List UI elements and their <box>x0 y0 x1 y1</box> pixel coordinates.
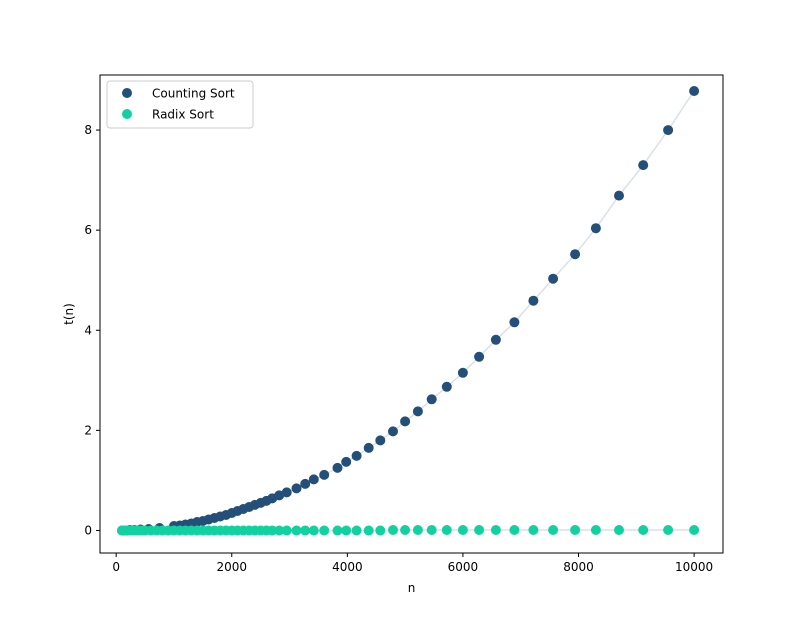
data-point <box>281 487 292 498</box>
series-layer <box>117 86 700 536</box>
data-point <box>412 406 423 417</box>
data-point <box>590 525 601 535</box>
legend-marker-counting-sort <box>122 88 132 98</box>
data-point <box>300 525 311 536</box>
data-point <box>548 525 559 535</box>
data-point <box>274 525 285 536</box>
data-point <box>663 125 674 136</box>
y-tick-label: 0 <box>84 523 92 537</box>
data-point <box>400 525 411 535</box>
y-axis-label: t(n) <box>62 303 76 325</box>
data-point <box>509 525 520 535</box>
x-axis-label: n <box>408 581 416 595</box>
data-point <box>426 394 437 405</box>
data-point <box>412 525 423 535</box>
data-point <box>570 525 581 535</box>
data-point <box>341 456 352 467</box>
data-point <box>663 525 674 535</box>
x-tick-label: 6000 <box>448 560 479 574</box>
data-point <box>474 351 485 362</box>
legend: Counting Sort Radix Sort <box>106 80 254 129</box>
data-point <box>388 525 398 535</box>
data-point <box>490 334 501 345</box>
data-point <box>528 525 539 535</box>
data-point <box>351 525 362 536</box>
data-point <box>267 525 278 536</box>
data-point <box>388 426 398 437</box>
legend-label-radix-sort: Radix Sort <box>152 108 214 122</box>
data-point <box>281 525 292 536</box>
data-point <box>614 190 624 201</box>
data-point <box>509 317 520 328</box>
data-point <box>319 525 330 536</box>
data-point <box>614 525 624 535</box>
data-point <box>441 525 452 535</box>
data-point <box>457 525 468 535</box>
data-point <box>291 525 302 536</box>
data-point <box>490 525 501 535</box>
data-point <box>332 525 343 536</box>
legend-marker-radix-sort <box>122 109 132 119</box>
data-point <box>638 160 649 171</box>
data-point <box>332 462 343 473</box>
x-tick-label: 10000 <box>675 560 713 574</box>
data-point <box>426 525 437 535</box>
data-point <box>689 525 700 535</box>
data-point <box>689 86 700 96</box>
data-point <box>319 469 330 480</box>
data-point <box>474 525 485 535</box>
y-tick-label: 4 <box>84 323 92 337</box>
data-point <box>308 474 319 485</box>
x-tick-label: 0 <box>112 560 120 574</box>
data-point <box>638 525 649 535</box>
data-point <box>300 478 311 489</box>
x-tick-label: 4000 <box>332 560 363 574</box>
y-axis-ticks: 0 2 4 6 8 <box>84 123 100 537</box>
legend-box <box>106 80 254 129</box>
x-axis-ticks: 0 2000 4000 6000 8000 10000 <box>112 553 713 574</box>
data-point <box>363 525 374 536</box>
x-tick-label: 2000 <box>216 560 247 574</box>
data-point <box>570 249 581 260</box>
data-point <box>291 483 302 494</box>
data-point <box>548 273 559 284</box>
data-point <box>400 416 411 427</box>
y-tick-label: 6 <box>84 223 92 237</box>
data-point <box>590 223 601 234</box>
data-point <box>341 525 352 536</box>
y-tick-label: 8 <box>84 123 92 137</box>
data-point <box>441 381 452 392</box>
data-point <box>363 442 374 453</box>
legend-label-counting-sort: Counting Sort <box>152 87 235 101</box>
data-point <box>375 525 386 536</box>
data-point <box>274 490 285 501</box>
x-tick-label: 8000 <box>563 560 594 574</box>
data-point <box>375 435 386 446</box>
data-point <box>528 295 539 306</box>
data-point <box>457 367 468 378</box>
plot-frame <box>99 74 724 554</box>
plot-area <box>100 75 723 553</box>
data-point <box>351 450 362 461</box>
series-radix-sort <box>117 525 700 536</box>
data-point <box>308 525 319 536</box>
y-tick-label: 2 <box>84 423 92 437</box>
